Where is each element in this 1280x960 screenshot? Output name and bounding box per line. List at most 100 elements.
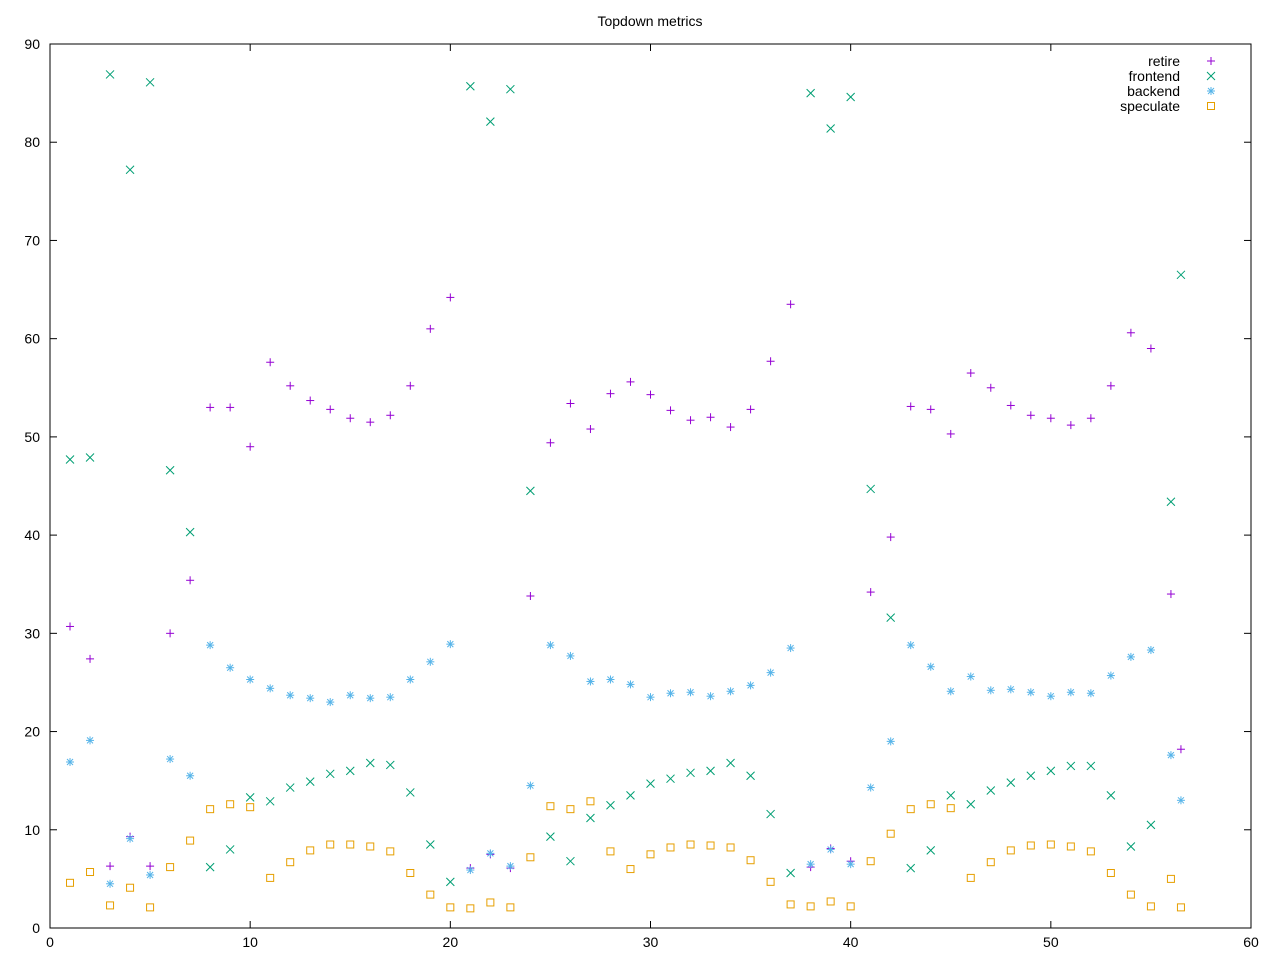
backend-point: [606, 675, 615, 684]
speculate-point: [626, 865, 635, 874]
speculate-point: [346, 840, 355, 849]
retire-point: [566, 399, 575, 408]
frontend-point: [946, 791, 956, 800]
speculate-point: [926, 800, 935, 809]
speculate-point: [166, 863, 175, 872]
backend-point: [986, 686, 995, 695]
retire-point: [286, 381, 295, 390]
retire-point: [886, 533, 895, 542]
speculate-point: [866, 857, 875, 866]
retire-point: [86, 654, 95, 663]
retire-point: [1176, 745, 1185, 754]
legend-label-backend: backend: [1127, 83, 1180, 99]
frontend-point: [1006, 778, 1016, 787]
retire-point: [1046, 414, 1055, 423]
retire-point: [1106, 381, 1115, 390]
retire-point: [326, 405, 335, 414]
retire-point: [626, 377, 635, 386]
backend-point: [586, 677, 595, 686]
x-tick-label: 0: [46, 934, 54, 950]
retire-point: [446, 293, 455, 302]
speculate-point: [266, 873, 275, 882]
backend-point: [806, 860, 815, 869]
backend-point: [366, 694, 375, 703]
retire-point: [1026, 411, 1035, 420]
y-tick-label: 70: [24, 232, 40, 248]
retire-point: [1066, 421, 1075, 430]
speculate-point: [406, 868, 415, 877]
backend-point: [346, 691, 355, 700]
frontend-point: [506, 84, 515, 94]
backend-point: [906, 641, 915, 650]
backend-point: [946, 687, 955, 696]
speculate-point: [326, 840, 335, 849]
frontend-point: [526, 486, 535, 496]
frontend-point: [646, 779, 655, 788]
speculate-point: [226, 800, 235, 809]
frontend-point: [1026, 771, 1036, 781]
retire-point: [246, 442, 255, 451]
retire-point: [666, 406, 675, 415]
legend-marker-backend: [1207, 87, 1215, 95]
backend-point: [1006, 685, 1015, 694]
retire-point: [166, 629, 175, 638]
backend-point: [426, 657, 435, 666]
retire-point: [1146, 344, 1155, 353]
series-frontend: [65, 70, 1186, 887]
retire-point: [306, 396, 315, 405]
retire-point: [66, 622, 75, 631]
y-tick-label: 40: [24, 527, 40, 543]
frontend-point: [145, 77, 155, 87]
retire-point: [866, 588, 875, 597]
legend-marker-speculate: [1207, 102, 1215, 110]
retire-point: [526, 592, 535, 601]
frontend-point: [586, 813, 595, 823]
backend-point: [266, 684, 275, 693]
x-tick-label: 50: [1043, 934, 1059, 950]
speculate-point: [1126, 890, 1135, 899]
backend-point: [766, 668, 775, 677]
retire-point: [206, 403, 215, 412]
frontend-point: [726, 758, 735, 768]
retire-point: [426, 324, 435, 333]
retire-point: [926, 405, 935, 414]
retire-point: [1006, 401, 1015, 410]
retire-point: [106, 862, 115, 871]
y-tick-label: 30: [24, 625, 40, 641]
speculate-point: [826, 897, 835, 906]
speculate-point: [546, 802, 555, 811]
backend-point: [206, 641, 215, 650]
speculate-point: [746, 856, 755, 865]
backend-point: [826, 845, 835, 854]
retire-point: [966, 369, 975, 378]
y-tick-label: 60: [24, 331, 40, 347]
backend-point: [506, 862, 515, 871]
frontend-point: [826, 124, 836, 133]
backend-point: [466, 866, 475, 875]
speculate-point: [766, 877, 775, 886]
data-points: [65, 70, 1186, 913]
backend-point: [926, 662, 935, 671]
retire-point: [346, 414, 355, 423]
speculate-point: [66, 878, 75, 887]
backend-point: [546, 641, 555, 650]
y-tick-label: 80: [24, 134, 40, 150]
backend-point: [166, 755, 175, 764]
frontend-point: [185, 527, 195, 537]
frontend-point: [85, 453, 95, 462]
frontend-point: [245, 793, 255, 802]
backend-point: [126, 834, 135, 843]
speculate-point: [586, 797, 595, 806]
backend-point: [1146, 646, 1155, 655]
frontend-point: [1066, 761, 1076, 771]
legend-label-retire: retire: [1148, 53, 1180, 69]
frontend-point: [706, 766, 715, 776]
backend-point: [846, 860, 855, 869]
x-axis: 0 10 20 30 40 50 60: [46, 44, 1259, 950]
x-tick-label: 20: [443, 934, 459, 950]
speculate-point: [286, 858, 295, 867]
legend-marker-frontend: [1206, 71, 1216, 81]
retire-point: [146, 862, 155, 871]
speculate-point: [1046, 840, 1055, 849]
